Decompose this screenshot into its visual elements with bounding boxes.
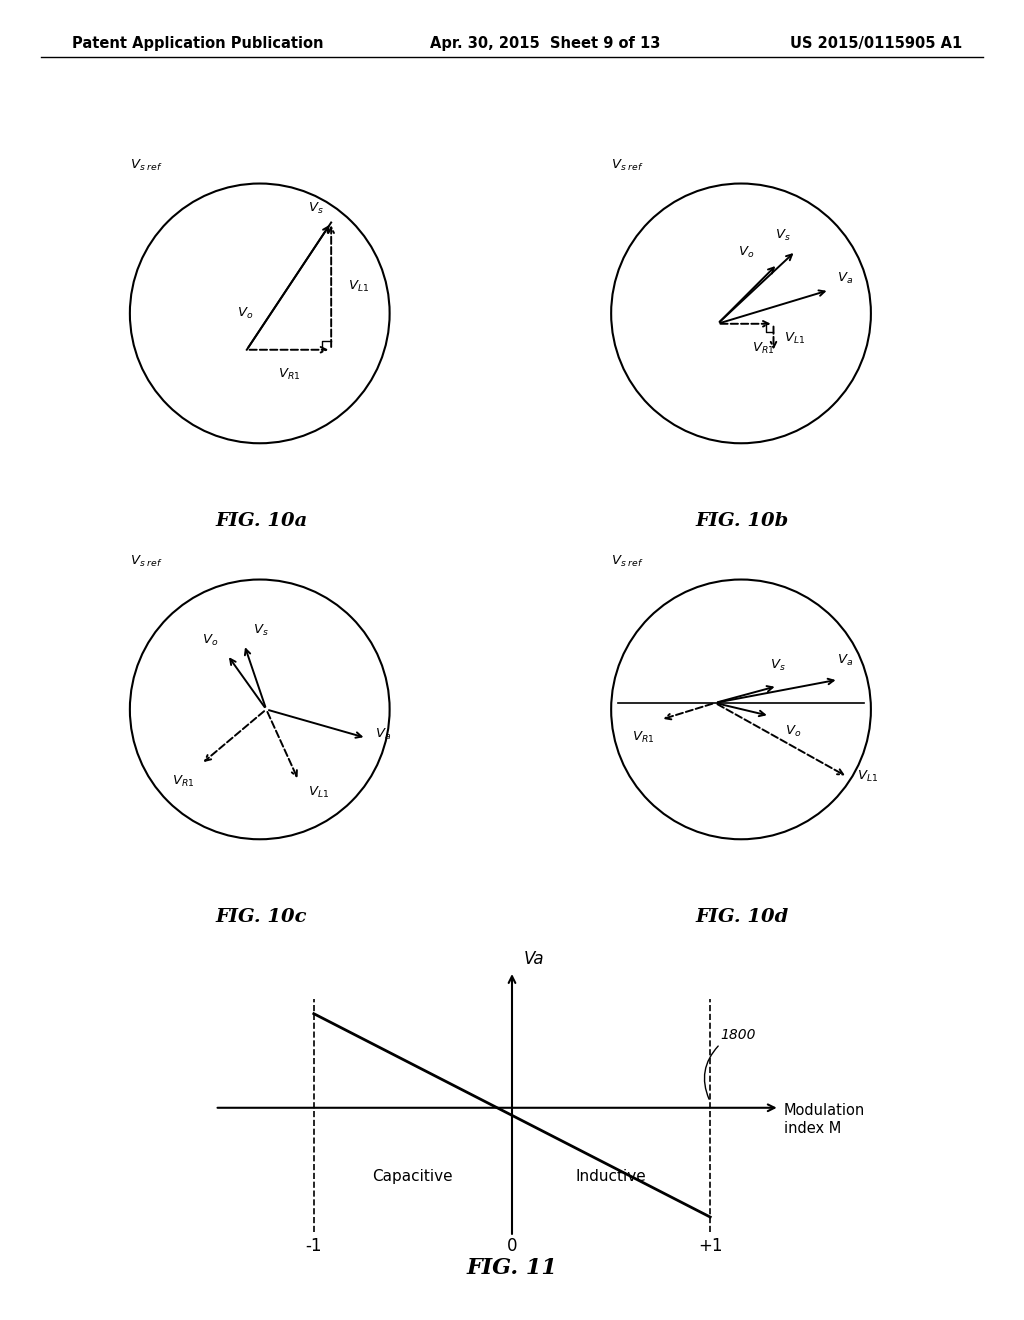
Text: $V_{R1}$: $V_{R1}$	[632, 730, 654, 746]
Text: 1800: 1800	[720, 1028, 756, 1041]
Text: $V_o$: $V_o$	[785, 723, 802, 739]
Text: $V_a$: $V_a$	[838, 271, 853, 286]
Text: Modulation
index M: Modulation index M	[783, 1104, 865, 1135]
Text: FIG. 10c: FIG. 10c	[215, 908, 307, 927]
Text: $V_{L1}$: $V_{L1}$	[348, 279, 370, 293]
Text: +1: +1	[698, 1237, 723, 1255]
Text: 0: 0	[507, 1237, 517, 1255]
Text: $V_{s\ ref}$: $V_{s\ ref}$	[130, 158, 163, 173]
Text: $V_{R1}$: $V_{R1}$	[752, 341, 774, 356]
Text: $V_a$: $V_a$	[837, 652, 853, 668]
Text: FIG. 10a: FIG. 10a	[215, 512, 307, 531]
Text: Capacitive: Capacitive	[373, 1168, 454, 1184]
Text: $V_s$: $V_s$	[308, 201, 324, 216]
Text: $V_{L1}$: $V_{L1}$	[308, 784, 329, 800]
Text: Va: Va	[524, 950, 545, 968]
Text: $V_o$: $V_o$	[202, 634, 218, 648]
Text: $V_{R1}$: $V_{R1}$	[278, 367, 300, 381]
Text: Apr. 30, 2015  Sheet 9 of 13: Apr. 30, 2015 Sheet 9 of 13	[430, 36, 660, 50]
Text: $V_s$: $V_s$	[775, 228, 791, 243]
Text: $V_a$: $V_a$	[376, 726, 391, 742]
Text: Patent Application Publication: Patent Application Publication	[72, 36, 324, 50]
Text: US 2015/0115905 A1: US 2015/0115905 A1	[791, 36, 963, 50]
Text: FIG. 11: FIG. 11	[467, 1257, 557, 1279]
Text: $V_o$: $V_o$	[237, 306, 253, 321]
Text: $V_{s\ ref}$: $V_{s\ ref}$	[611, 158, 644, 173]
Text: -1: -1	[305, 1237, 323, 1255]
Text: FIG. 10d: FIG. 10d	[695, 908, 790, 927]
Text: $V_s$: $V_s$	[770, 657, 785, 673]
Text: $V_{R1}$: $V_{R1}$	[172, 775, 195, 789]
Text: FIG. 10b: FIG. 10b	[695, 512, 790, 531]
Text: Inductive: Inductive	[575, 1168, 646, 1184]
Text: $V_{L1}$: $V_{L1}$	[784, 330, 805, 346]
Text: $V_o$: $V_o$	[737, 246, 754, 260]
Text: $V_{s\ ref}$: $V_{s\ ref}$	[130, 554, 163, 569]
Text: $V_{L1}$: $V_{L1}$	[857, 770, 878, 784]
Text: $V_s$: $V_s$	[253, 623, 269, 638]
Text: $V_{s\ ref}$: $V_{s\ ref}$	[611, 554, 644, 569]
